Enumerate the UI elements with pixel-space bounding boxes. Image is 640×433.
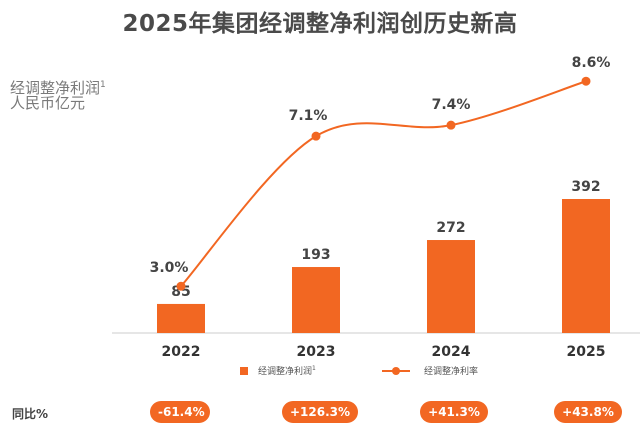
bar-value-label-2022: 85 xyxy=(171,284,190,300)
bar-value-label-2025: 392 xyxy=(571,179,600,195)
yoy-row-label: 同比% xyxy=(12,407,49,421)
bar-2022 xyxy=(157,303,205,333)
legend-bar-text: 经调整净利润 xyxy=(258,367,313,377)
margin-label-2025: 8.6% xyxy=(572,55,611,71)
margin-point-2022 xyxy=(176,281,186,291)
legend-line-label: 经调整净利率 xyxy=(424,367,479,377)
margin-point-2024 xyxy=(446,120,456,130)
footnote-marker: 1 xyxy=(100,80,106,90)
legend-bar-label: 经调整净利润1 xyxy=(258,364,316,377)
bar-2024 xyxy=(427,240,475,333)
chart-title: 2025年集团经调整净利润创历史新高 xyxy=(122,11,518,37)
margin-line xyxy=(180,80,587,287)
legend-footnote-marker: 1 xyxy=(312,365,316,372)
x-tick-label-2022: 2022 xyxy=(162,344,201,360)
yoy-badge-2024: +41.3% xyxy=(420,401,488,423)
y-axis-label-text: 经调整净利润 xyxy=(10,79,101,97)
bar-2025 xyxy=(562,199,610,333)
legend-bar: 经调整净利润1 xyxy=(240,364,316,377)
margin-label-2022: 3.0% xyxy=(150,260,189,276)
x-tick-label-2025: 2025 xyxy=(567,344,606,360)
margin-label-2023: 7.1% xyxy=(289,108,328,124)
bar-2023 xyxy=(292,267,340,333)
margin-label-2024: 7.4% xyxy=(432,97,471,113)
legend-line: 经调整净利率 xyxy=(382,364,478,377)
bar-value-label-2023: 193 xyxy=(301,247,330,263)
legend-bar-swatch xyxy=(240,366,248,375)
y-axis-unit: 人民币亿元 xyxy=(10,94,86,112)
yoy-badge-2023: +126.3% xyxy=(282,401,358,423)
yoy-badge-2025: +43.8% xyxy=(554,401,622,423)
margin-point-2025 xyxy=(581,76,591,86)
legend-line-swatch xyxy=(382,366,410,375)
y-axis-label: 经调整净利润1 xyxy=(10,76,106,97)
yoy-badge-2022: -61.4% xyxy=(150,401,210,423)
x-tick-label-2023: 2023 xyxy=(297,344,336,360)
x-tick-label-2024: 2024 xyxy=(432,344,471,360)
bar-value-label-2024: 272 xyxy=(436,220,465,236)
margin-point-2023 xyxy=(311,131,321,141)
legend-line-marker xyxy=(392,366,400,375)
